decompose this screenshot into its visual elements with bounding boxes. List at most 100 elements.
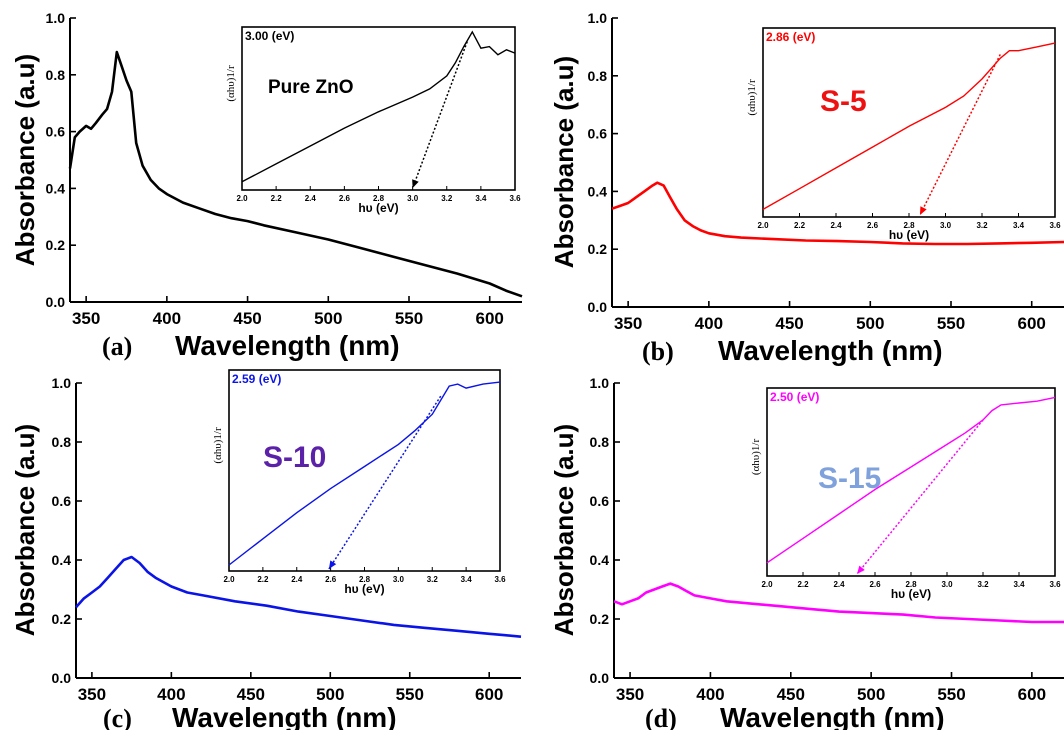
bandgap-number: 2.59 xyxy=(232,372,256,386)
tangent-line xyxy=(856,419,984,575)
sample-label: S-5 xyxy=(820,85,867,118)
panel-c: 0.0 0.2 0.4 0.6 0.8 1.0 350 400 450 500 550 600 (c) W… xyxy=(10,369,522,730)
y-tick-label: 0.4 xyxy=(46,180,66,196)
absorbance-curve xyxy=(611,181,1064,246)
inset-x-tick-label: 3.4 xyxy=(461,575,473,584)
y-axis-label: Absorbance (a.u) xyxy=(10,54,40,266)
y-tick-label: 0.8 xyxy=(588,68,608,84)
tauc-inset: 2.0 2.2 2.4 2.6 2.8 3.0 3.2 3.4 3.6 3.00 (eV) hυ (… xyxy=(225,26,521,215)
x-tick-label: 600 xyxy=(476,309,504,328)
inset-x-tick-label: 2.6 xyxy=(339,194,351,203)
inset-x-tick-label: 2.8 xyxy=(905,580,917,589)
x-tick-label: 500 xyxy=(316,685,344,704)
x-tick-label: 350 xyxy=(78,685,106,704)
tangent-arrowhead xyxy=(857,565,865,574)
y-tick-label: 1.0 xyxy=(52,375,72,391)
y-tick-label: 0.4 xyxy=(52,552,72,568)
y-tick-label: 0.0 xyxy=(52,670,72,686)
y-tick-label: 0.8 xyxy=(46,67,66,83)
bandgap-number: 2.86 xyxy=(766,30,790,44)
tangent-arrowhead xyxy=(412,179,419,188)
bandgap-number: 2.50 xyxy=(770,390,794,404)
inset-x-tick-label: 3.0 xyxy=(940,221,952,230)
tangent-line xyxy=(919,54,1001,216)
tauc-inset: 2.0 2.2 2.4 2.6 2.8 3.0 3.2 3.4 3.6 2.86 (eV) hυ (… xyxy=(746,27,1061,242)
panel-d: 0.0 0.2 0.4 0.6 0.8 1.0 350 400 450 500 550 600 (d) W… xyxy=(549,375,1064,730)
tauc-inset: 2.0 2.2 2.4 2.6 2.8 3.0 3.2 3.4 3.6 2.50 (eV) hυ (… xyxy=(750,387,1061,601)
y-tick-label: 1.0 xyxy=(590,375,610,391)
y-tick-label: 0.6 xyxy=(588,126,608,142)
inset-x-tick-label: 2.0 xyxy=(236,194,248,203)
bandgap-unit: (eV) xyxy=(255,372,281,386)
inset-x-tick-label: 2.4 xyxy=(305,194,317,203)
x-tick-label: 350 xyxy=(614,314,642,333)
y-tick-label: 0.0 xyxy=(588,299,608,315)
inset-x-tick-label: 3.6 xyxy=(494,575,506,584)
inset-x-tick-label: 2.8 xyxy=(373,194,385,203)
inset-x-tick-label: 3.6 xyxy=(509,194,521,203)
y-tick-label: 0.2 xyxy=(52,611,72,627)
inset-x-tick-label: 2.0 xyxy=(757,221,769,230)
inset-x-tick-label: 2.4 xyxy=(830,221,842,230)
inset-x-tick-label: 3.2 xyxy=(976,221,988,230)
sample-label: Pure ZnO xyxy=(268,77,354,98)
y-axis-label: Absorbance (a.u) xyxy=(549,424,579,636)
inset-x-tick-label: 2.2 xyxy=(271,194,283,203)
bandgap-number: 3.00 xyxy=(245,29,269,43)
x-axis-label: Wavelength (nm) xyxy=(718,335,943,366)
inset-y-label: (αhυ)1/r xyxy=(750,439,762,476)
inset-frame xyxy=(241,26,516,191)
x-tick-label: 600 xyxy=(1018,685,1046,704)
x-tick-label: 400 xyxy=(696,685,724,704)
sample-label: S-10 xyxy=(263,441,326,474)
x-tick-label: 500 xyxy=(857,685,885,704)
inset-x-tick-label: 3.2 xyxy=(977,580,989,589)
inset-y-label: (αhυ)1/r xyxy=(212,427,224,464)
inset-x-tick-label: 2.0 xyxy=(761,580,773,589)
x-tick-label: 350 xyxy=(72,309,100,328)
x-tick-label: 350 xyxy=(616,685,644,704)
inset-x-tick-label: 2.4 xyxy=(833,580,845,589)
y-tick-label: 0.2 xyxy=(590,611,610,627)
absorbance-curve xyxy=(613,582,1064,624)
x-tick-label: 400 xyxy=(157,685,185,704)
bandgap-value: 2.86 (eV) xyxy=(766,30,815,44)
panel-label: (b) xyxy=(642,337,674,366)
y-tick-label: 0.2 xyxy=(46,237,66,253)
y-tick-label: 0.6 xyxy=(590,493,610,509)
bandgap-unit: (eV) xyxy=(268,29,294,43)
x-tick-label: 450 xyxy=(237,685,265,704)
inset-x-tick-label: 3.2 xyxy=(427,575,439,584)
x-axis-label: Wavelength (nm) xyxy=(720,702,945,730)
x-tick-label: 500 xyxy=(856,314,884,333)
tangent-arrowhead xyxy=(328,560,337,569)
tauc-curve xyxy=(762,42,1056,211)
y-tick-label: 0.0 xyxy=(46,294,66,310)
bandgap-unit: (eV) xyxy=(789,30,815,44)
inset-x-tick-label: 2.8 xyxy=(903,221,915,230)
x-tick-label: 550 xyxy=(396,685,424,704)
inset-y-label: (αhυ)1/r xyxy=(746,79,758,116)
y-tick-label: 0.0 xyxy=(590,670,610,686)
y-tick-label: 0.8 xyxy=(52,434,72,450)
inset-x-tick-label: 3.0 xyxy=(393,575,405,584)
panel-b: 0.0 0.2 0.4 0.6 0.8 1.0 350 400 450 500 550 600 (b) W… xyxy=(549,10,1064,366)
bandgap-value: 2.59 (eV) xyxy=(232,372,281,386)
inset-x-tick-label: 3.4 xyxy=(1013,580,1025,589)
inset-x-tick-label: 2.6 xyxy=(869,580,881,589)
y-tick-label: 0.2 xyxy=(588,241,608,257)
y-tick-label: 0.6 xyxy=(46,124,66,140)
panel-a: 0.0 0.2 0.4 0.6 0.8 1.0 350 400 450 500 550 600 (a) W… xyxy=(10,10,523,361)
tauc-curve xyxy=(228,381,501,566)
inset-x-label: hυ (eV) xyxy=(889,228,929,242)
x-tick-label: 600 xyxy=(1018,314,1046,333)
tauc-curve xyxy=(766,396,1056,564)
inset-x-tick-label: 3.4 xyxy=(475,194,487,203)
x-axis-label: Wavelength (nm) xyxy=(175,330,400,361)
y-tick-label: 0.4 xyxy=(588,183,608,199)
inset-x-tick-label: 3.6 xyxy=(1049,221,1061,230)
bandgap-value: 2.50 (eV) xyxy=(770,390,819,404)
panel-label: (c) xyxy=(103,704,132,730)
x-tick-label: 450 xyxy=(233,309,261,328)
